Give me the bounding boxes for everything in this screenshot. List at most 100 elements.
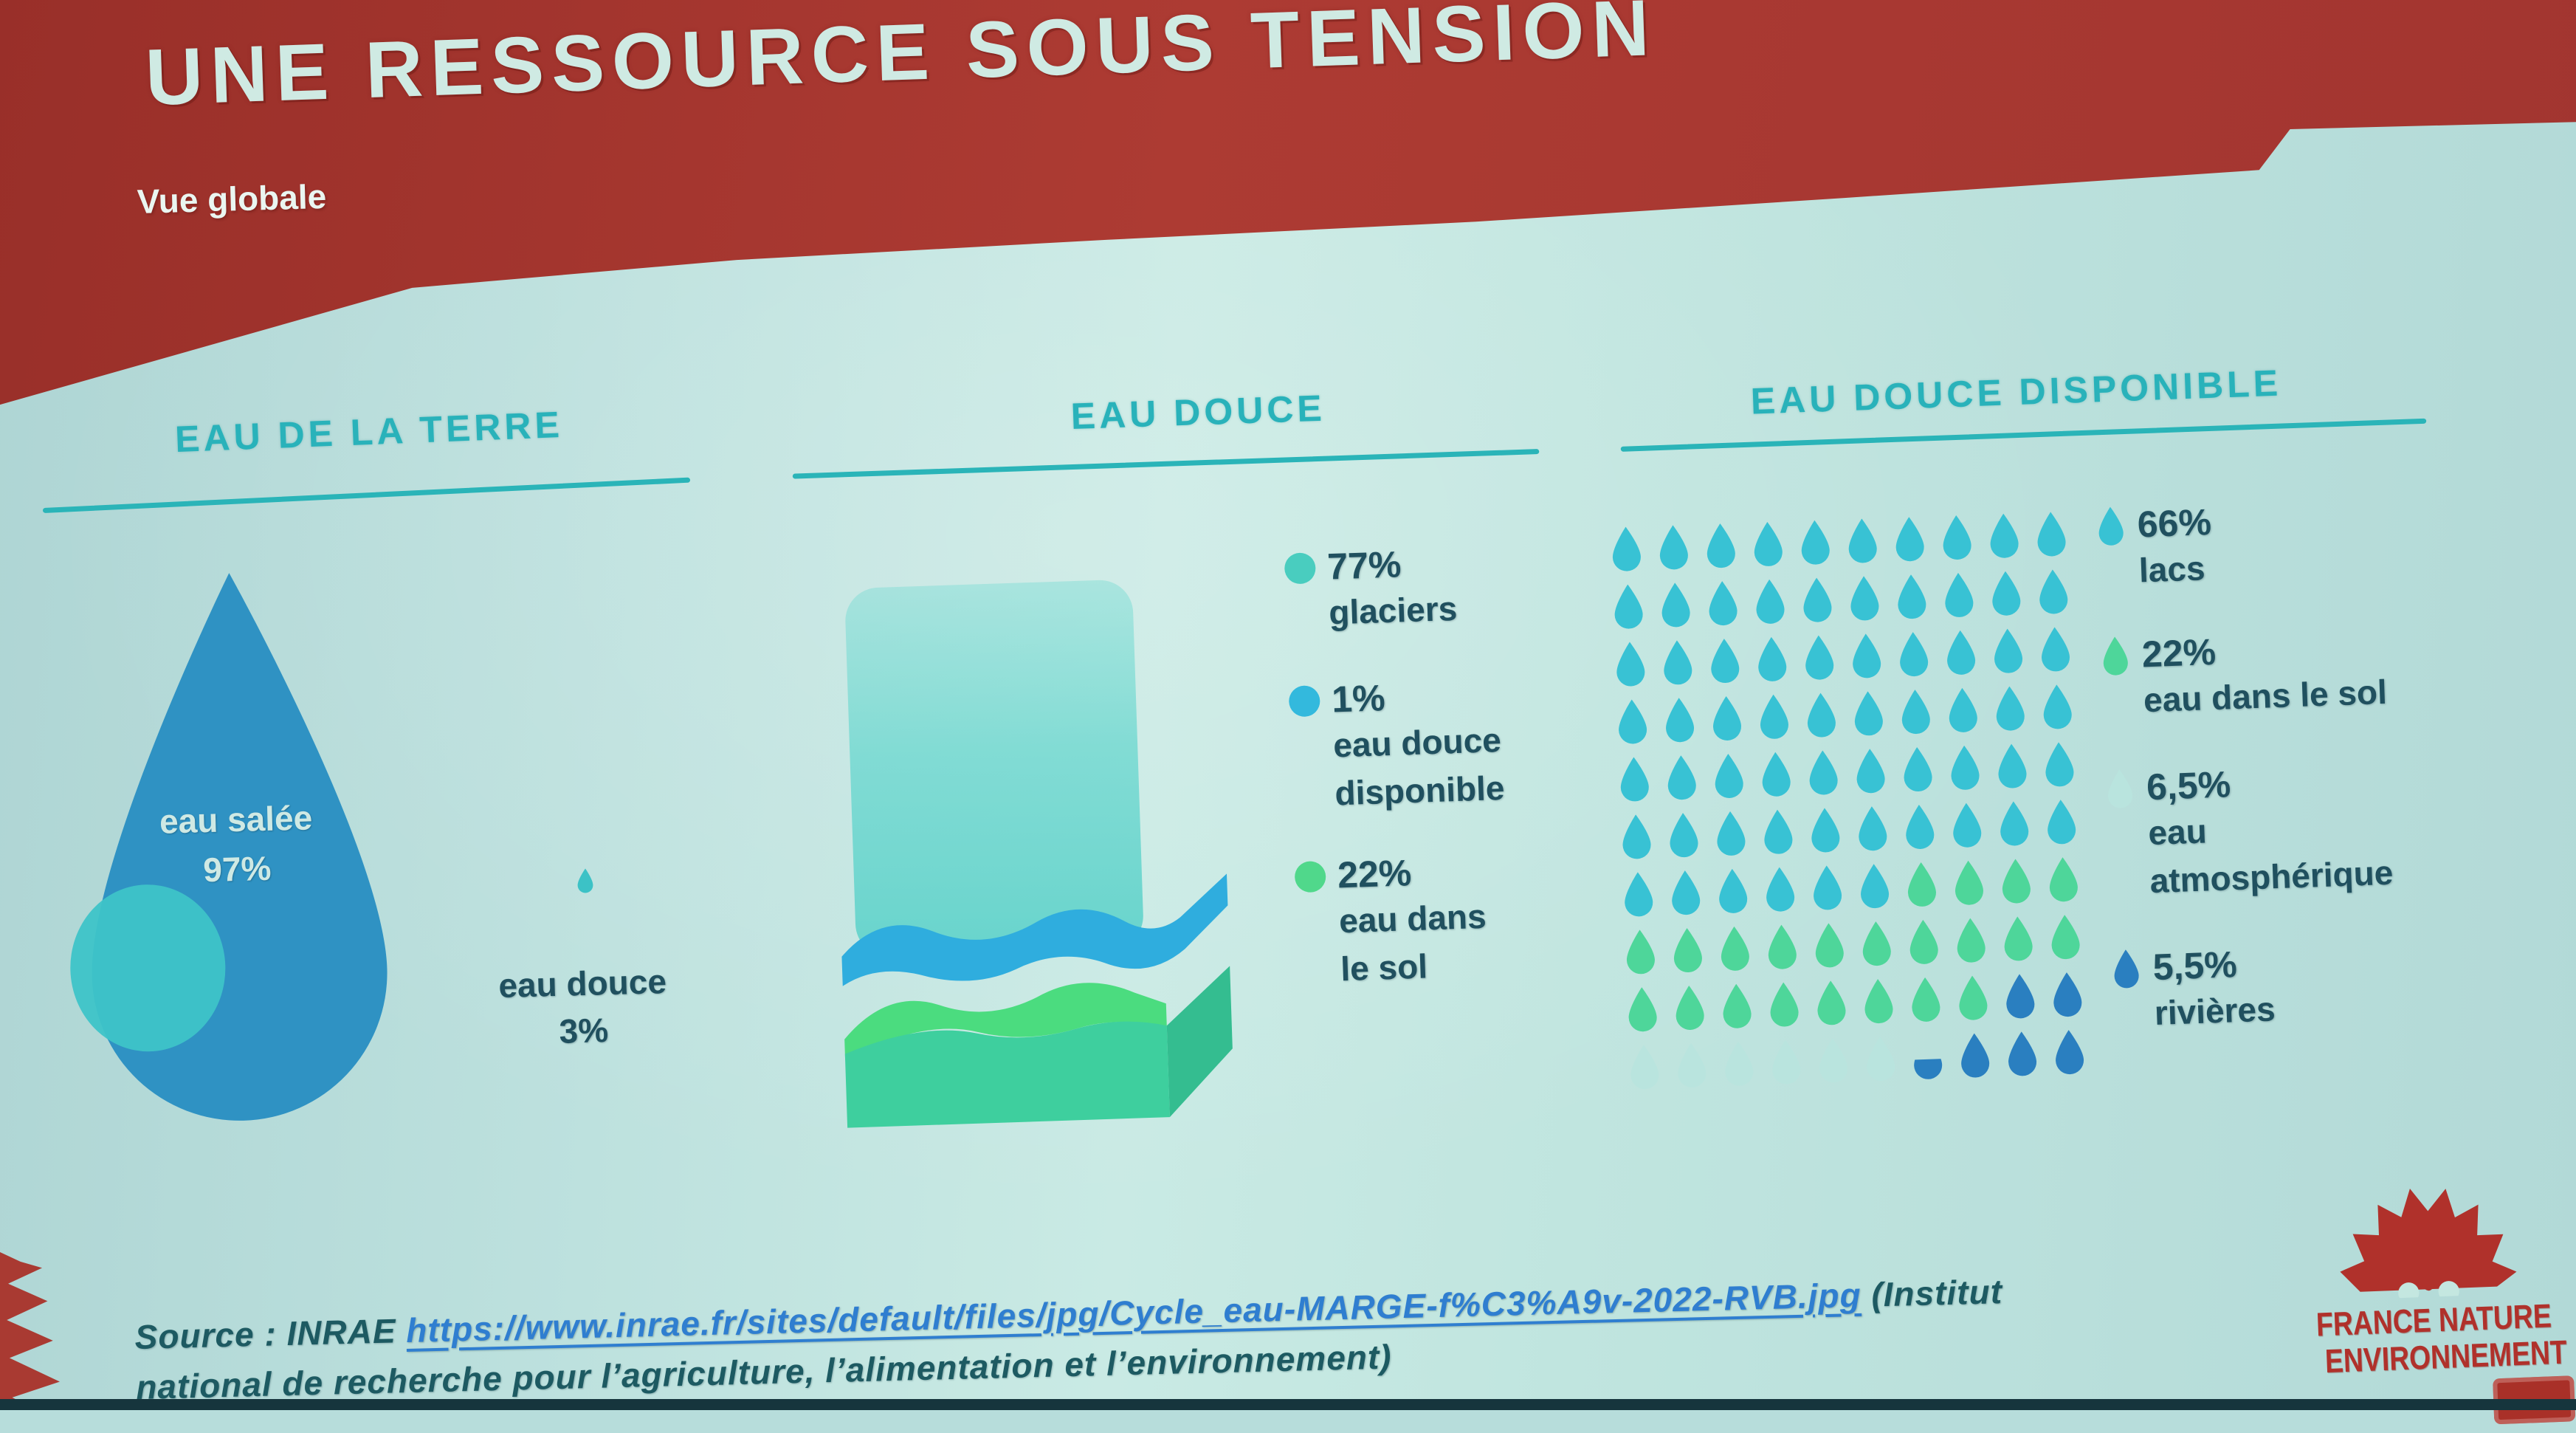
water-drop-icon — [1943, 629, 1979, 676]
water-drop-icon — [1902, 803, 1938, 850]
legend-label: eau dans le sol — [2143, 668, 2388, 724]
water-drop-icon — [1947, 744, 1983, 791]
water-drop-icon — [1703, 522, 1738, 569]
water-drop-icon — [1658, 582, 1693, 629]
water-drop-icon — [1894, 573, 1929, 620]
water-drop-icon — [1908, 976, 1943, 1023]
water-drop-icon — [1662, 696, 1698, 743]
water-drop-icon — [2039, 684, 2075, 731]
legend-label: eau douce — [1332, 716, 1504, 770]
water-drop-icon — [1797, 519, 1833, 566]
legend-value: 22% — [1337, 848, 1485, 898]
legend-label: atmosphérique — [2149, 849, 2394, 905]
water-drop-icon — [1945, 687, 1980, 734]
water-drop-icon — [1898, 688, 1933, 735]
water-drop-icon — [1621, 871, 1656, 918]
water-drop-icon — [1861, 977, 1896, 1025]
legend-value: 5,5% — [2152, 941, 2275, 989]
water-drop-icon — [1953, 917, 1988, 964]
section-heading-eau-de-la-terre: EAU DE LA TERRE — [110, 401, 628, 464]
droplet-row — [1621, 856, 2081, 918]
water-drop-icon — [1949, 802, 1985, 849]
water-drop-icon — [1802, 634, 1837, 681]
red-spike-decoration — [0, 1252, 68, 1410]
heading-underline — [43, 478, 690, 513]
water-drop-icon — [1623, 929, 1659, 976]
legend-droplet-icon — [2111, 949, 2142, 989]
water-drop-icon — [1674, 1042, 1709, 1089]
water-drop-icon — [1900, 746, 1935, 793]
water-drop-icon — [1994, 743, 2030, 790]
water-drop-icon — [1758, 751, 1794, 798]
water-drop-icon — [1763, 866, 1798, 913]
water-drop-icon — [1619, 814, 1654, 861]
fresh-water-value: 3% — [472, 1004, 695, 1057]
water-drop-icon — [1955, 975, 1991, 1022]
water-drop-icon — [1715, 867, 1751, 915]
droplet-row — [1623, 913, 2084, 975]
water-drop-icon — [1952, 859, 1987, 907]
water-drop-icon — [1769, 1039, 1804, 1086]
droplet-row — [1625, 971, 2085, 1033]
water-drop-icon — [1857, 862, 1893, 910]
water-drop-icon — [1816, 1037, 1851, 1084]
droplet-row — [1615, 684, 2076, 746]
water-drop-icon — [1855, 805, 1890, 852]
water-drop-icon — [1719, 983, 1754, 1030]
water-drop-icon — [1660, 639, 1695, 687]
water-drop-icon — [1705, 580, 1740, 627]
water-drop-icon — [1766, 981, 1802, 1028]
water-drop-icon — [1764, 924, 1800, 971]
water-drop-icon — [1611, 583, 1646, 630]
water-drop-icon — [2044, 799, 2079, 846]
water-drop-icon — [1892, 515, 1927, 563]
water-drop-icon — [2050, 971, 2085, 1018]
water-drop-icon — [1991, 628, 2026, 675]
water-drop-icon — [1808, 807, 1843, 854]
legend-droplet-icon — [2100, 636, 2131, 676]
subtitle-vue-globale: Vue globale — [137, 176, 327, 221]
heading-underline — [793, 449, 1540, 479]
water-drop-icon — [1849, 633, 1884, 680]
fne-logo: FRANCE NATURE ENVIRONNEMENT — [2266, 1158, 2576, 1420]
glacier-block — [844, 579, 1144, 958]
tiny-fresh-water-drop-icon — [576, 868, 595, 893]
water-drop-icon — [1707, 637, 1743, 684]
water-drop-icon — [1811, 922, 1847, 969]
screen-bottom-edge — [0, 1399, 2576, 1410]
water-drop-icon — [2038, 626, 2073, 673]
water-drop-icon — [2002, 973, 2038, 1020]
legend-label: le sol — [1340, 941, 1488, 994]
water-drop-icon — [1939, 514, 1974, 561]
water-drop-icon — [1957, 1032, 1993, 1079]
fresh-water-label: eau douce — [471, 957, 694, 1010]
water-drop-icon — [1664, 754, 1699, 801]
legend-value: 77% — [1326, 540, 1456, 589]
water-drop-icon — [1904, 861, 1940, 908]
water-drop-icon — [1656, 524, 1691, 571]
water-drop-icon — [1625, 986, 1660, 1033]
legend-droplet-icon — [2095, 506, 2126, 546]
water-drop-icon — [1853, 747, 1888, 794]
droplet-row — [1611, 568, 2071, 630]
water-drop-icon — [1863, 1035, 1898, 1082]
water-drop-icon — [2033, 511, 2069, 558]
water-drop-icon — [1757, 693, 1792, 740]
water-drop-icon — [1752, 578, 1788, 625]
legend-value: 1% — [1331, 672, 1502, 722]
water-drop-icon — [1709, 695, 1745, 742]
water-drop-icon — [1760, 808, 1796, 856]
legend-item: 5,5%rivières — [2111, 941, 2276, 1039]
water-drop-icon — [1941, 571, 1977, 619]
water-drop-icon — [1721, 1040, 1757, 1087]
water-drop-icon — [1906, 918, 1941, 966]
water-drop-icon — [1613, 641, 1648, 688]
water-drop-icon — [1992, 685, 2028, 732]
legend-label: lacs — [2138, 544, 2214, 594]
hedgehog-icon — [2332, 1175, 2522, 1301]
fresh-water-cube-diagram — [819, 574, 1250, 1135]
droplet-waffle-chart — [1608, 511, 2087, 1102]
water-drop-icon — [1717, 925, 1752, 972]
